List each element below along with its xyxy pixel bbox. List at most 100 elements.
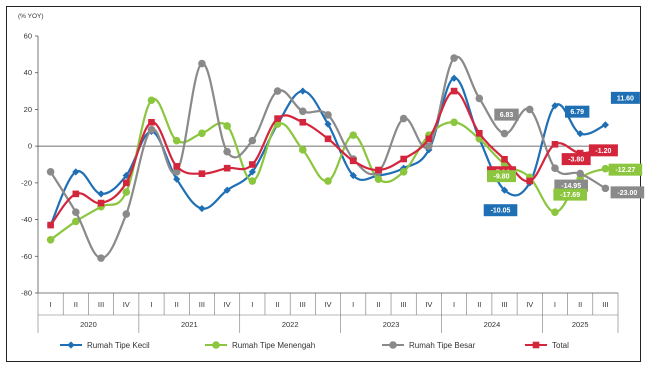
rumah-tipe-menengah-point	[223, 122, 231, 130]
x-tick-label: I	[251, 300, 253, 309]
rumah-tipe-menengah-point	[172, 136, 181, 145]
value-label-text: 6.83	[500, 112, 514, 119]
y-tick-label: 40	[24, 68, 32, 77]
rumah-tipe-besar-point	[500, 129, 509, 138]
rumah-tipe-kecil-point	[500, 186, 509, 194]
x-tick-label: I	[50, 300, 52, 309]
rumah-tipe-kecil-point	[576, 130, 584, 138]
value-label-total: -1.20	[588, 144, 618, 157]
rumah-tipe-menengah-point	[122, 188, 131, 196]
rumah-tipe-kecil-point	[72, 168, 80, 176]
total-point	[274, 115, 281, 122]
rumah-tipe-besar-point	[97, 254, 105, 262]
rumah-tipe-menengah-point	[399, 168, 408, 176]
total-point	[501, 155, 508, 163]
value-label-rumah-tipe-menengah: -17.69	[553, 188, 587, 201]
value-label-rumah-tipe-kecil: 11.60	[610, 91, 640, 104]
rumah-tipe-besar-point	[122, 210, 131, 218]
rumah-tipe-besar-point	[72, 208, 80, 217]
rumah-tipe-menengah-point	[198, 129, 206, 138]
value-label-rumah-tipe-besar: -14.95	[554, 179, 588, 192]
total-point	[551, 141, 559, 148]
x-tick-label: III	[199, 300, 205, 309]
y-axis-unit-label: (% YOY)	[18, 13, 44, 20]
total-point	[324, 135, 332, 143]
rumah-tipe-besar-point	[172, 168, 181, 176]
rumah-tipe-besar-point	[576, 169, 584, 178]
rumah-tipe-besar-line	[49, 55, 606, 260]
y-tick-label: -40	[21, 215, 32, 224]
x-tick-label: IV	[123, 300, 130, 309]
rumah-tipe-besar-point	[223, 147, 231, 156]
series-layer	[46, 54, 610, 262]
x-tick-label: II	[74, 300, 78, 309]
total-point	[349, 157, 357, 165]
rumah-tipe-kecil-point	[223, 186, 231, 194]
series-rumah-tipe-kecil	[47, 74, 609, 229]
x-tick-label: II	[578, 300, 582, 309]
legend-label: Total	[552, 341, 569, 350]
x-tick-label: III	[602, 300, 608, 309]
x-tick-label: II	[175, 300, 179, 309]
value-label-text: -9.80	[494, 174, 510, 181]
total-point	[476, 129, 483, 137]
value-label-box	[610, 186, 645, 199]
y-tick-label: -80	[21, 289, 32, 298]
legend: Rumah Tipe Kecil Rumah Tipe Menengah Rumah…	[60, 341, 569, 350]
y-tick-label: 60	[24, 32, 32, 41]
rumah-tipe-kecil-point	[198, 204, 206, 213]
rumah-tipe-kecil-line	[49, 77, 606, 226]
value-label-text: -1.20	[595, 148, 611, 155]
total-point	[173, 163, 180, 170]
x-tick-label: II	[376, 300, 380, 309]
total-point	[122, 179, 130, 187]
value-label-text: -17.69	[560, 192, 580, 199]
y-tick-label: 0	[28, 142, 32, 151]
legend-item-rumah-tipe-menengah: Rumah Tipe Menengah	[205, 341, 315, 350]
value-label-box	[554, 179, 588, 192]
legend-rumah-tipe-besar-point	[389, 341, 397, 349]
legend-item-total: Total	[525, 341, 569, 350]
rumah-tipe-besar-point	[198, 59, 206, 68]
x-tick-label: IV	[425, 300, 432, 309]
rumah-tipe-kecil-point	[173, 175, 181, 183]
value-label-text: -3.80	[568, 157, 584, 164]
total-point	[97, 199, 105, 207]
rumah-tipe-besar-point	[248, 136, 257, 145]
rumah-tipe-menengah-point	[72, 217, 80, 226]
value-label-text: -14.95	[561, 183, 581, 190]
x-tick-label: I	[352, 300, 354, 309]
value-label-text: -23.00	[617, 190, 637, 197]
x-tick-label: IV	[224, 300, 231, 309]
rumah-tipe-besar-point	[399, 114, 408, 123]
rumah-tipe-besar-point	[273, 87, 282, 95]
rumah-tipe-besar-point	[298, 107, 307, 116]
rumah-tipe-kecil-point	[349, 171, 357, 180]
total-point	[148, 118, 155, 126]
y-tick-label: -60	[21, 252, 32, 261]
year-label: 2025	[572, 320, 589, 329]
total-point	[72, 190, 80, 198]
rumah-tipe-menengah-point	[298, 146, 307, 154]
rumah-tipe-menengah-point	[374, 175, 383, 183]
value-label-text: -12.27	[615, 167, 635, 174]
year-label: 2023	[383, 320, 400, 329]
x-tick-label: I	[150, 300, 152, 309]
total-point	[450, 87, 458, 95]
year-label: 2022	[282, 320, 299, 329]
legend-item-rumah-tipe-kecil: Rumah Tipe Kecil	[60, 341, 150, 350]
value-label-box	[494, 108, 519, 121]
rumah-tipe-kecil-point	[551, 102, 559, 110]
rumah-tipe-besar-point	[601, 184, 610, 193]
legend-label: Rumah Tipe Besar	[409, 341, 476, 350]
value-label-box	[561, 153, 591, 166]
value-label-text: 6.79	[570, 109, 584, 116]
total-point	[223, 164, 231, 172]
rumah-tipe-kecil-point	[97, 190, 105, 198]
x-tick-label: III	[98, 300, 104, 309]
x-tick-label: I	[554, 300, 556, 309]
rumah-tipe-kecil-point	[248, 168, 256, 176]
legend-label: Rumah Tipe Kecil	[87, 341, 150, 350]
rumah-tipe-besar-point	[425, 142, 433, 150]
